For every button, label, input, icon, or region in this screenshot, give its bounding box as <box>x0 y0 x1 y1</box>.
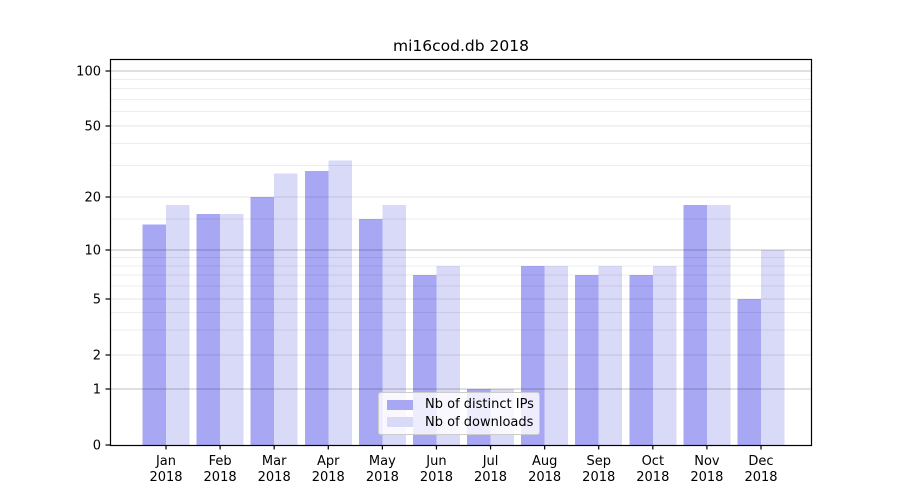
x-tick-label-year-dec: 2018 <box>744 470 777 485</box>
plot-frame <box>109 58 813 447</box>
bar-distinct-ips-may <box>358 219 383 445</box>
x-tick-label-month-nov: Nov <box>694 454 720 469</box>
x-tick-label-year-jan: 2018 <box>149 470 182 485</box>
bar-distinct-ips-mar <box>250 197 275 445</box>
x-tick-label-month-sep: Sep <box>586 454 611 469</box>
x-tick-label-year-apr: 2018 <box>312 470 345 485</box>
x-tick-label-year-jul: 2018 <box>474 470 507 485</box>
bar-downloads-sep <box>598 265 623 445</box>
x-tick-label-month-jul: Jul <box>482 454 499 469</box>
x-tick-label-year-feb: 2018 <box>204 470 237 485</box>
bar-distinct-ips-jan <box>142 224 166 445</box>
x-axis-group: Jan2018Feb2018Mar2018Apr2018May2018Jun20… <box>149 445 778 485</box>
x-tick-label-month-may: May <box>369 454 396 469</box>
y-tick-label-20: 20 <box>84 191 101 206</box>
bar-downloads-nov <box>706 205 731 445</box>
x-tick-label-month-feb: Feb <box>209 454 232 469</box>
legend-swatch-distinct-ips-icon <box>387 399 413 410</box>
bar-downloads-oct <box>652 265 677 445</box>
x-tick-label-month-aug: Aug <box>532 454 557 469</box>
bar-distinct-ips-feb <box>196 214 221 445</box>
chart-title: mi16cod.db 2018 <box>393 37 529 55</box>
bar-downloads-aug <box>544 265 569 445</box>
x-tick-label-year-oct: 2018 <box>636 470 669 485</box>
x-tick-label-month-mar: Mar <box>262 454 287 469</box>
x-tick-label-month-jan: Jan <box>155 454 176 469</box>
bar-downloads-mar <box>274 173 298 445</box>
bar-downloads-feb <box>220 214 244 445</box>
x-tick-label-year-nov: 2018 <box>690 470 723 485</box>
bar-downloads-may <box>382 205 406 445</box>
legend-swatch-downloads-icon <box>387 417 413 428</box>
y-axis-group: 0 1 2 5 10 20 50 100 <box>76 65 110 454</box>
x-tick-label-year-sep: 2018 <box>582 470 615 485</box>
legend-label-distinct-ips: Nb of distinct IPs <box>425 397 534 413</box>
x-tick-label-month-jun: Jun <box>425 454 446 469</box>
legend-label-downloads: Nb of downloads <box>425 414 534 430</box>
bar-distinct-ips-dec <box>737 299 761 445</box>
legend-row-distinct-ips: Nb of distinct IPs <box>379 397 539 412</box>
x-tick-label-month-dec: Dec <box>748 454 773 469</box>
bar-downloads-jan <box>166 205 190 445</box>
x-tick-label-year-may: 2018 <box>366 470 399 485</box>
bar-distinct-ips-oct <box>629 275 653 445</box>
legend-row-downloads: Nb of downloads <box>379 415 539 430</box>
x-tick-label-month-apr: Apr <box>317 454 340 469</box>
y-tick-label-50: 50 <box>84 120 101 135</box>
y-tick-label-2: 2 <box>93 349 101 364</box>
bar-distinct-ips-nov <box>683 205 707 445</box>
x-tick-label-year-aug: 2018 <box>528 470 561 485</box>
bar-downloads-dec <box>761 250 785 445</box>
y-tick-label-100: 100 <box>76 65 101 80</box>
legend: Nb of distinct IPs Nb of downloads <box>378 392 540 435</box>
y-tick-label-10: 10 <box>84 244 101 259</box>
y-tick-label-5: 5 <box>93 293 101 308</box>
gridlines-group <box>110 70 812 390</box>
y-tick-label-1: 1 <box>93 383 101 398</box>
x-tick-label-year-mar: 2018 <box>258 470 291 485</box>
bar-downloads-apr <box>328 160 352 445</box>
bar-distinct-ips-sep <box>575 275 599 445</box>
y-tick-label-0: 0 <box>93 439 101 454</box>
x-tick-label-month-oct: Oct <box>642 454 664 469</box>
x-tick-label-year-jun: 2018 <box>420 470 453 485</box>
bar-distinct-ips-apr <box>304 170 329 445</box>
